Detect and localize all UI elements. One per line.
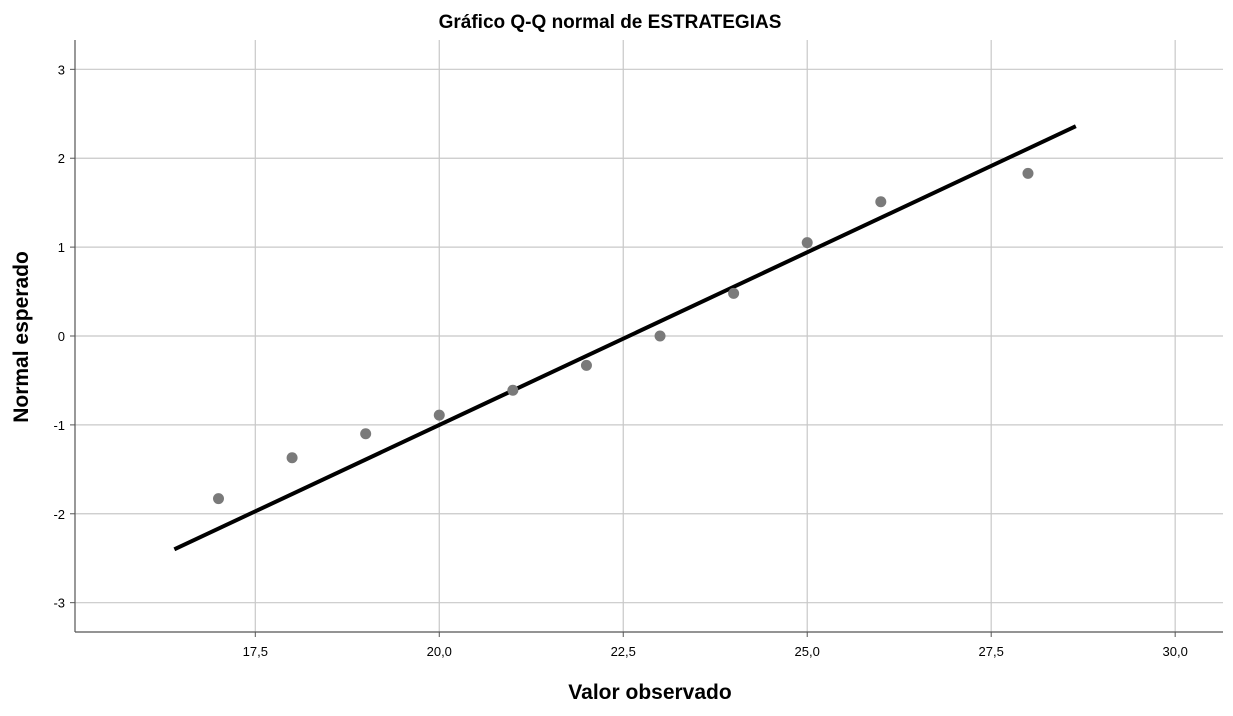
data-point: [213, 493, 224, 505]
x-axis-title: Valor observado: [568, 681, 731, 704]
data-point: [875, 196, 887, 208]
y-tick-label: 0: [58, 329, 65, 344]
y-tick-label: 2: [58, 151, 65, 166]
data-point: [286, 452, 298, 464]
data-point: [360, 428, 372, 440]
y-tick-label: -3: [53, 596, 65, 611]
y-axis-title: Normal esperado: [10, 251, 33, 423]
x-tick-label: 20,0: [427, 644, 452, 659]
grid-layer: [75, 40, 1223, 632]
y-tick-label: -1: [53, 418, 65, 433]
x-tick-label: 17,5: [243, 644, 268, 659]
data-point: [1022, 167, 1034, 179]
x-tick-label: 30,0: [1163, 644, 1188, 659]
y-tick-label: 3: [58, 62, 65, 77]
data-points-layer: [213, 167, 1034, 505]
reference-line: [173, 124, 1077, 552]
tick-layer: 17,5 20,0 22,5 25,0 27,5 30,0 3 2 1 0 -1 -2 -3: [53, 62, 1187, 659]
data-point: [580, 359, 592, 371]
y-tick-label: 1: [58, 240, 65, 255]
reference-line-layer: [173, 124, 1077, 552]
y-tick-label: -2: [53, 507, 65, 522]
data-point: [728, 287, 740, 299]
x-tick-label: 27,5: [979, 644, 1004, 659]
x-tick-label: 22,5: [611, 644, 636, 659]
data-point: [801, 237, 813, 249]
chart-title: Gráfico Q-Q normal de ESTRATEGIAS: [439, 12, 782, 33]
x-tick-label: 25,0: [795, 644, 820, 659]
data-point: [654, 330, 666, 342]
data-point: [433, 409, 445, 421]
data-point: [507, 384, 519, 396]
